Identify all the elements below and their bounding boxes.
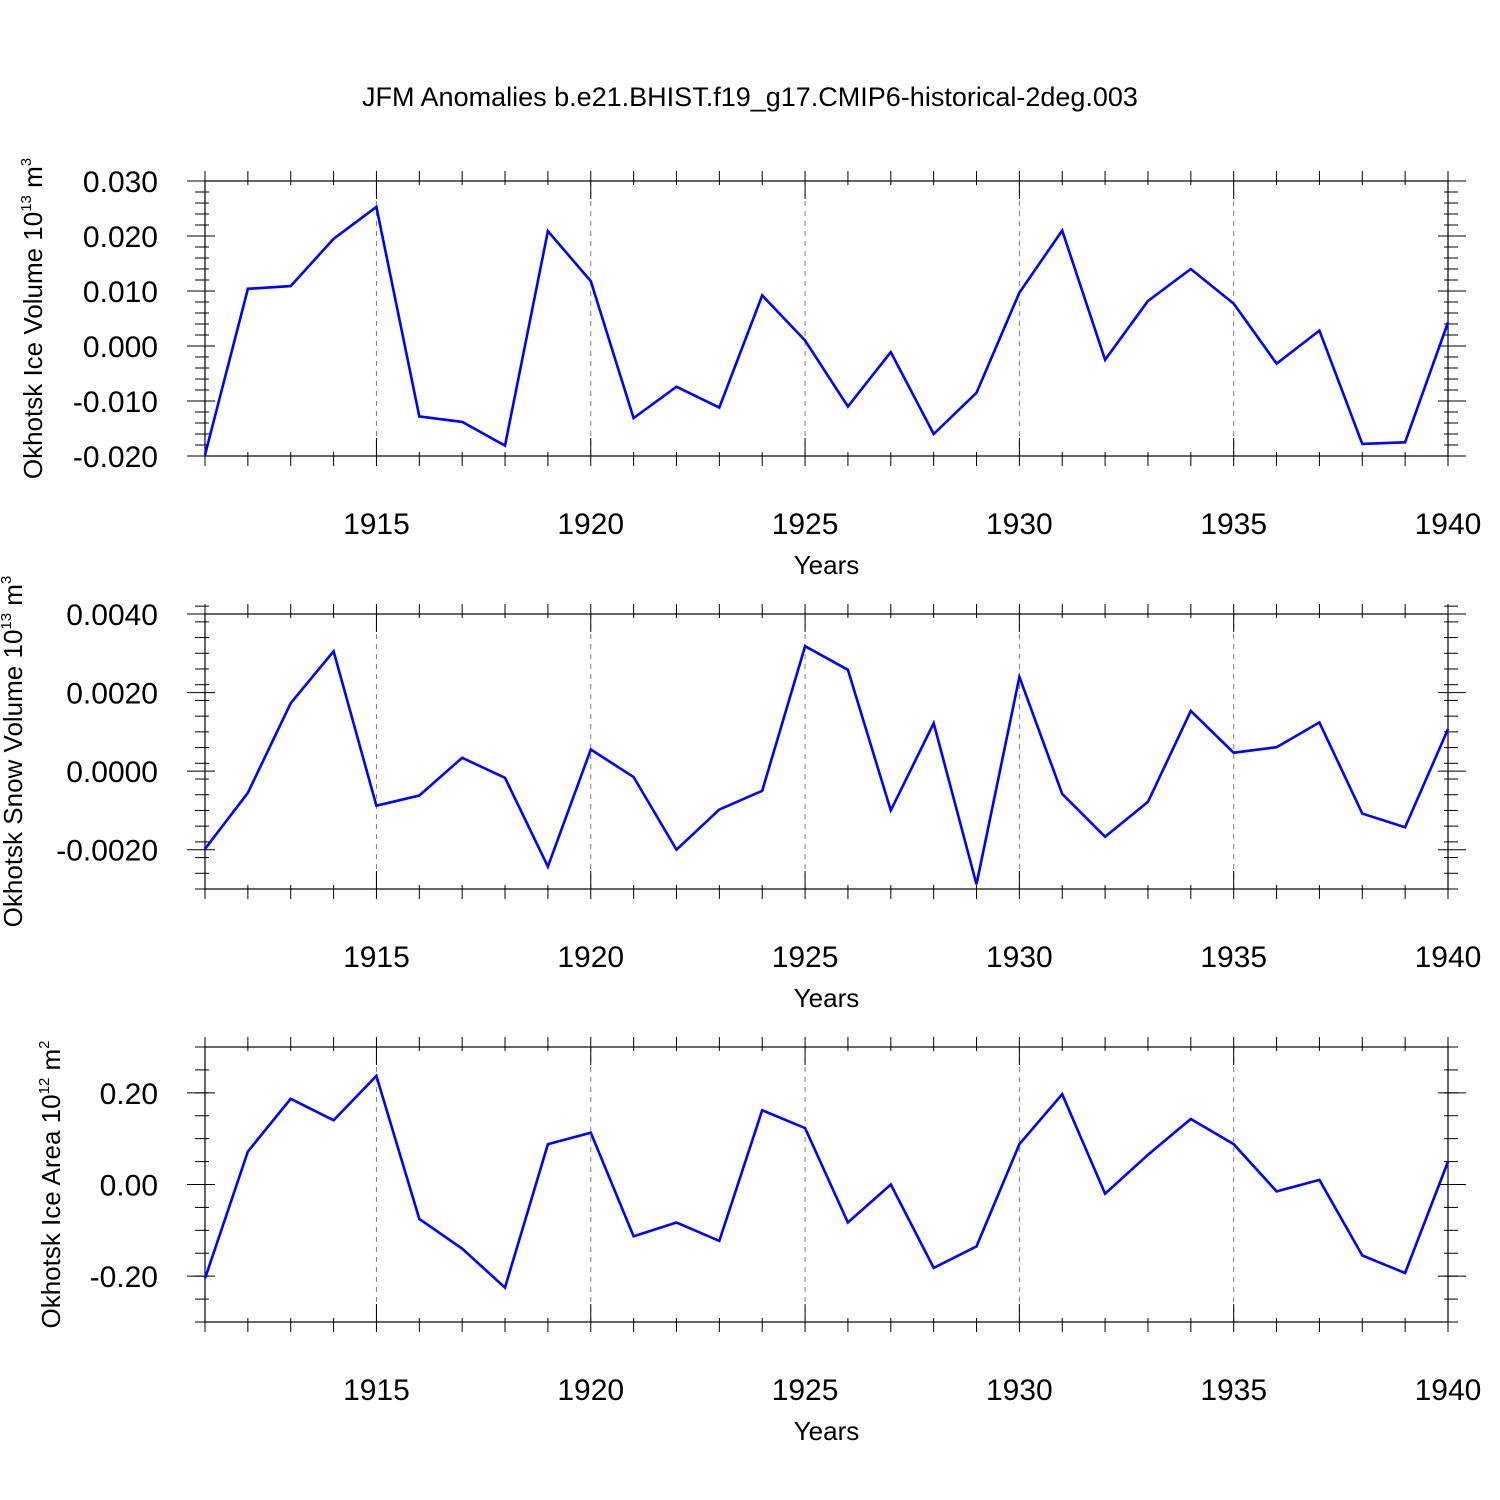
y-tick-label-0.00: 0.00 bbox=[100, 1170, 158, 1203]
x-tick-label-1930: 1930 bbox=[986, 941, 1053, 974]
x-tick-label-1920: 1920 bbox=[557, 941, 624, 974]
chart-title: JFM Anomalies b.e21.BHIST.f19_g17.CMIP6-… bbox=[362, 82, 1138, 112]
x-tick-label-1935: 1935 bbox=[1200, 941, 1267, 974]
y-axis-label: Okhotsk Ice Volume 1013 m3 bbox=[18, 158, 48, 479]
plot-frame bbox=[204, 180, 1449, 457]
series-line-okhotsk-ice-volume bbox=[203, 204, 1450, 456]
x-tick-label-1940: 1940 bbox=[1415, 1374, 1482, 1407]
y-tick-label-0.0000: 0.0000 bbox=[66, 756, 158, 789]
x-tick-label-1920: 1920 bbox=[557, 508, 624, 541]
x-axis-label: Years bbox=[794, 983, 860, 1013]
y-tick-label-0.010: 0.010 bbox=[83, 276, 158, 309]
x-tick-label-1915: 1915 bbox=[343, 1374, 410, 1407]
x-tick-label-1925: 1925 bbox=[772, 1374, 839, 1407]
y-axis-label: Okhotsk Ice Area 1012 m2 bbox=[36, 1040, 66, 1328]
panel-3: -0.20 0.00 0.20 1915 1920 1925 1930 1935 1940 Yea… bbox=[36, 1037, 1481, 1446]
x-tick-label-1940: 1940 bbox=[1415, 941, 1482, 974]
panel-2: -0.0020 0.0000 0.0020 0.0040 1915 1920 1925 193… bbox=[0, 576, 1481, 1013]
series-line-okhotsk-ice-area bbox=[203, 1073, 1450, 1290]
x-tick-label-1935: 1935 bbox=[1200, 508, 1267, 541]
series-line-okhotsk-snow-volume bbox=[203, 644, 1450, 885]
y-tick-label--0.010: -0.010 bbox=[73, 386, 158, 419]
x-tick-label-1920: 1920 bbox=[557, 1374, 624, 1407]
y-axis-label: Okhotsk Snow Volume 1013 m3 bbox=[0, 576, 28, 928]
y-tick-label-0.020: 0.020 bbox=[83, 221, 158, 254]
x-tick-label-1925: 1925 bbox=[772, 508, 839, 541]
x-tick-label-1935: 1935 bbox=[1200, 1374, 1267, 1407]
x-tick-label-1915: 1915 bbox=[343, 508, 410, 541]
x-tick-label-1930: 1930 bbox=[986, 508, 1053, 541]
x-tick-label-1915: 1915 bbox=[343, 941, 410, 974]
y-tick-label--0.020: -0.020 bbox=[73, 441, 158, 474]
panels-container: -0.020 -0.010 0.000 0.010 0.020 0.030 1915 1920… bbox=[0, 158, 1481, 1446]
panel-1: -0.020 -0.010 0.000 0.010 0.020 0.030 1915 1920… bbox=[18, 158, 1481, 580]
y-tick-label--0.20: -0.20 bbox=[90, 1261, 158, 1294]
x-tick-label-1925: 1925 bbox=[772, 941, 839, 974]
x-tick-label-1940: 1940 bbox=[1415, 508, 1482, 541]
y-tick-label-0.000: 0.000 bbox=[83, 331, 158, 364]
y-tick-label-0.0020: 0.0020 bbox=[66, 678, 158, 711]
plot-frame bbox=[204, 613, 1449, 890]
y-tick-label-0.0040: 0.0040 bbox=[66, 599, 158, 632]
x-tick-label-1930: 1930 bbox=[986, 1374, 1053, 1407]
x-axis-label: Years bbox=[794, 550, 860, 580]
x-axis-label: Years bbox=[794, 1416, 860, 1446]
y-tick-label-0.20: 0.20 bbox=[100, 1078, 158, 1111]
y-tick-label--0.0020: -0.0020 bbox=[56, 835, 158, 868]
y-tick-label-0.030: 0.030 bbox=[83, 166, 158, 199]
